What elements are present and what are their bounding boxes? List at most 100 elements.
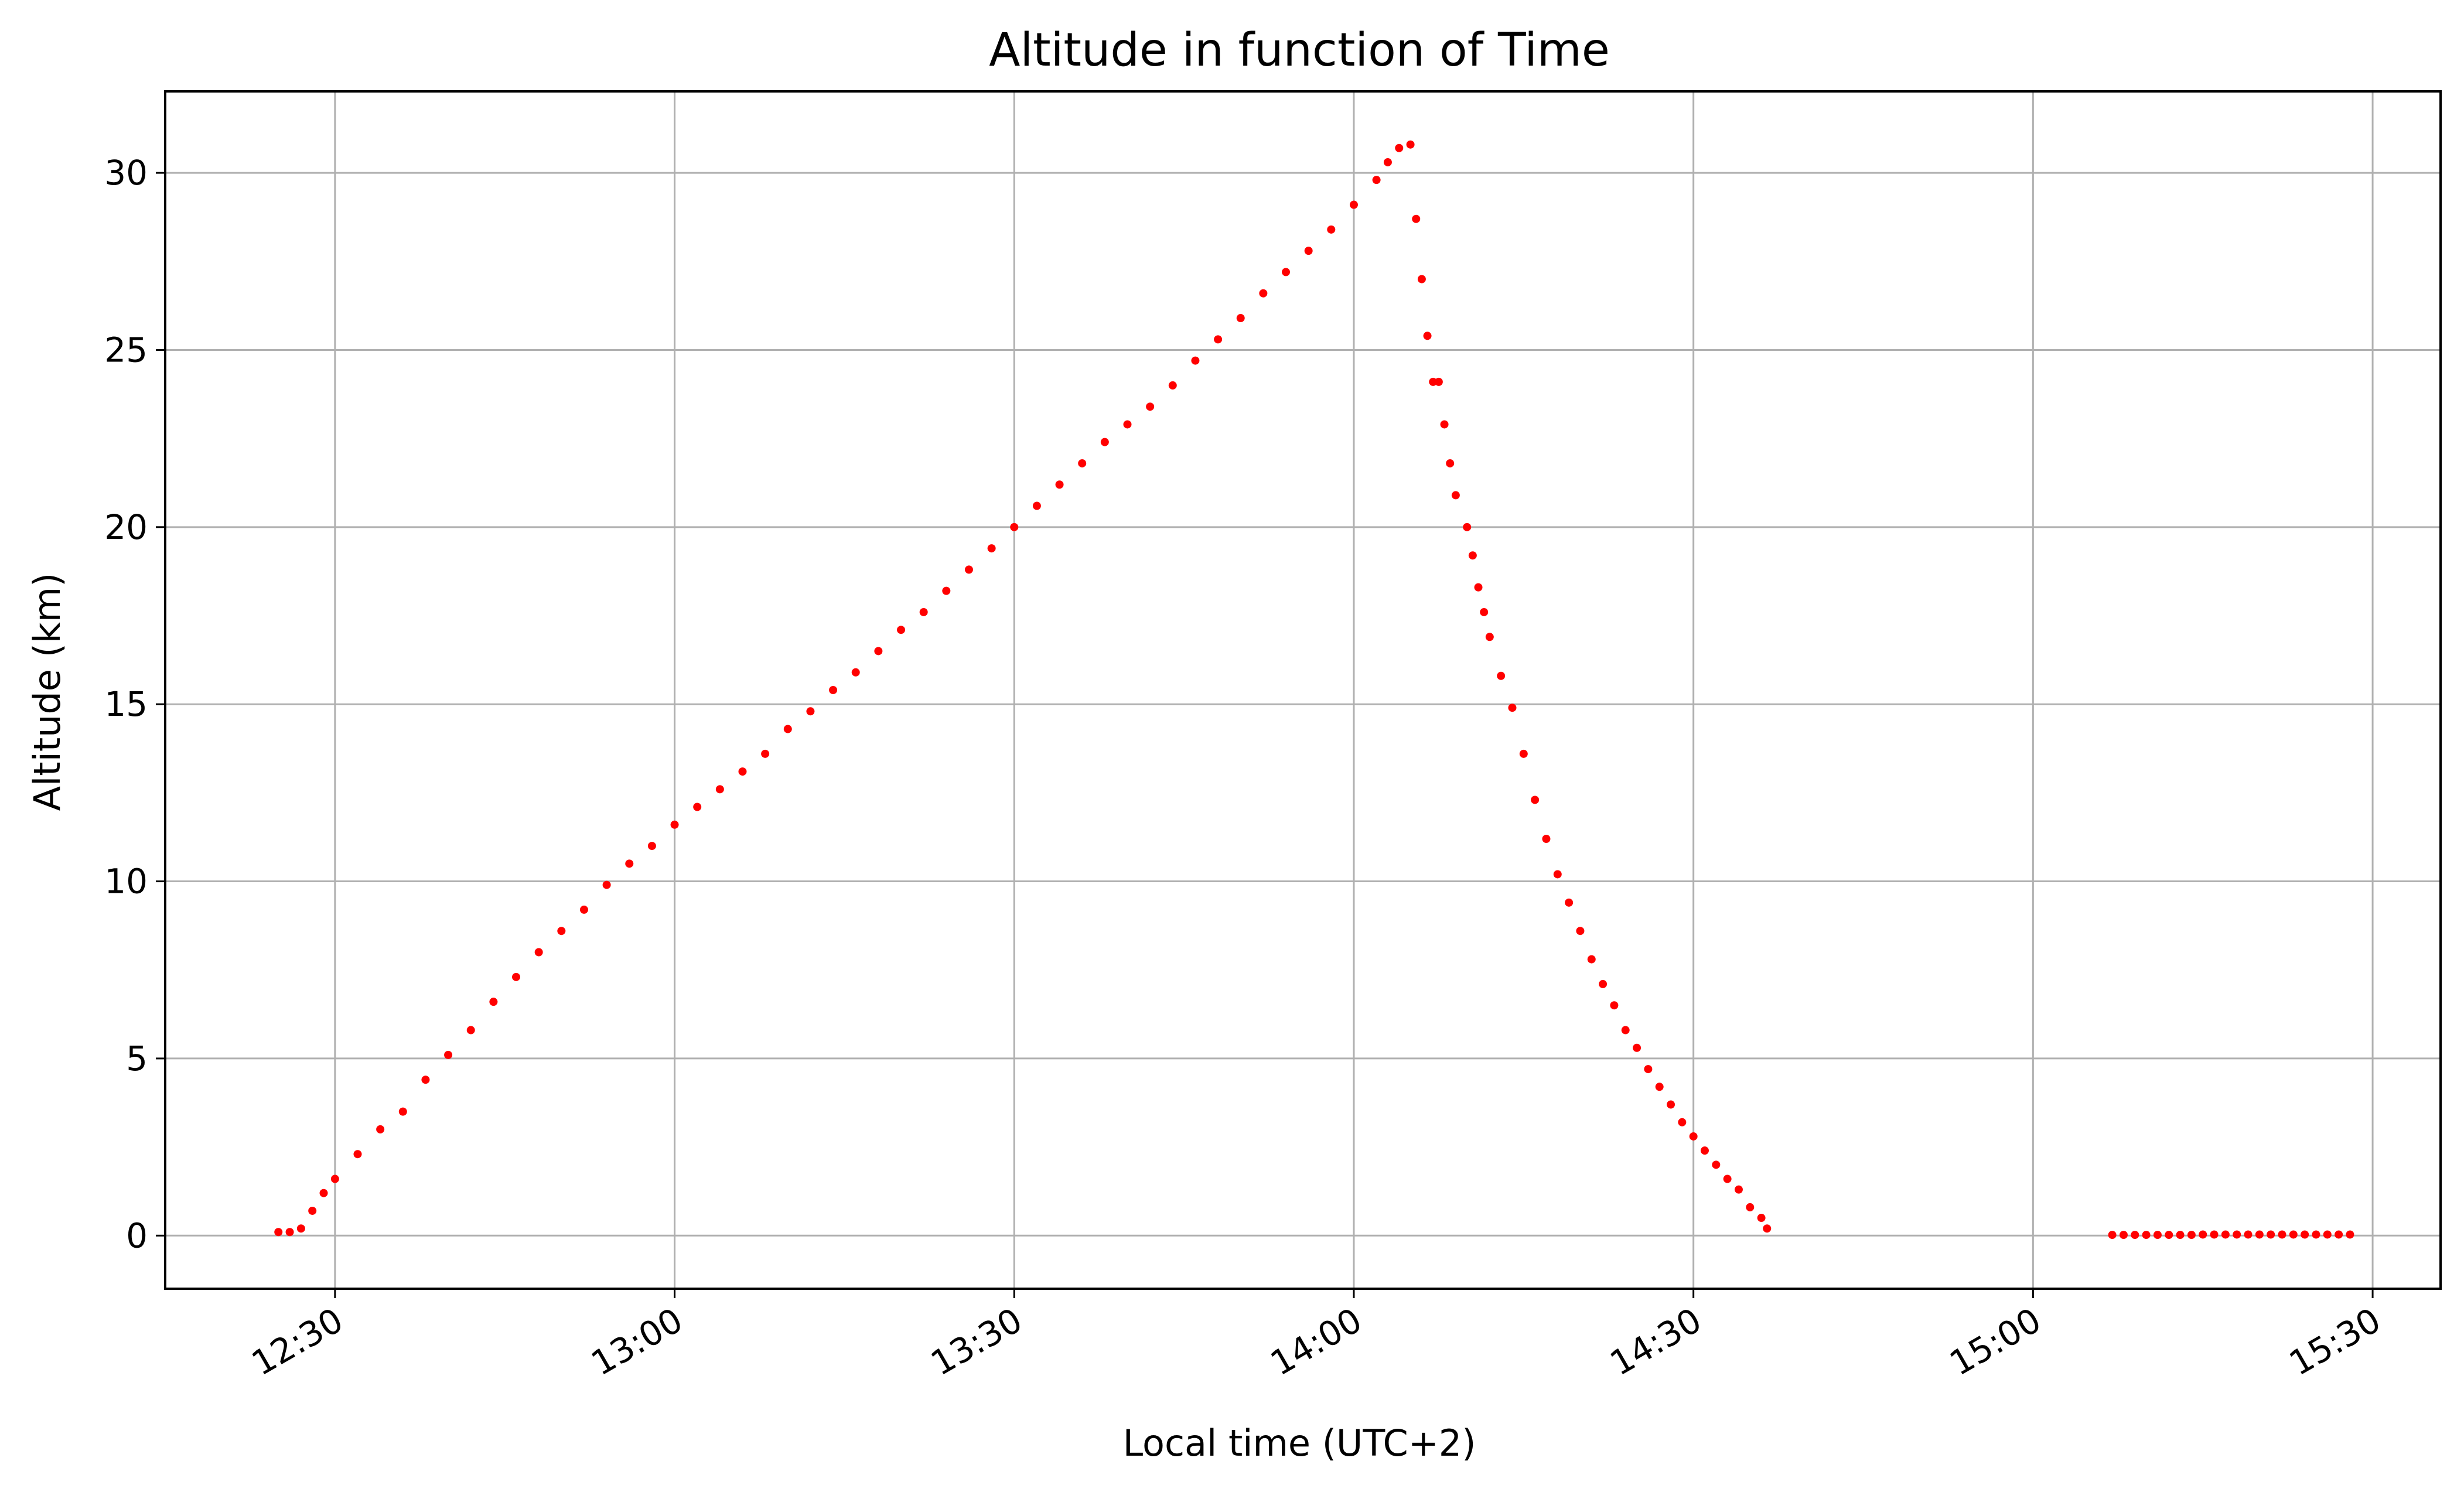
data-point [421,1076,430,1084]
data-point [1440,420,1449,429]
data-point [2323,1230,2332,1239]
data-point [2267,1230,2275,1239]
data-point [353,1150,362,1159]
chart-title: Altitude in function of Time [989,24,1610,77]
data-point [942,586,951,595]
data-point [738,767,747,776]
data-point [1468,551,1477,560]
data-point [1055,480,1064,489]
data-point [2187,1231,2196,1240]
data-point [874,647,883,655]
data-point [851,668,860,677]
data-point [1644,1065,1653,1074]
grid [165,91,2441,1289]
data-point [1576,927,1585,936]
data-point [2346,1230,2354,1239]
data-point [1734,1185,1743,1194]
data-point [964,565,973,574]
data-point [1746,1203,1755,1211]
data-point [647,842,656,851]
data-point [715,785,724,794]
data-point [1078,459,1087,467]
data-points [274,140,2354,1240]
data-point [1032,501,1041,510]
data-point [1553,870,1562,879]
data-point [1100,438,1109,446]
y-tick-label: 0 [126,1216,148,1255]
data-point [2233,1230,2241,1239]
data-point [308,1206,317,1215]
data-point [1508,704,1517,712]
y-tick-label: 20 [104,507,148,547]
data-point [1395,144,1404,152]
data-point [1485,633,1494,641]
y-tick-label: 15 [104,684,148,724]
data-point [1412,214,1421,223]
data-point [1712,1160,1721,1169]
data-point [1423,332,1432,340]
data-point [1621,1026,1630,1035]
data-point [2221,1230,2230,1239]
data-point [1542,834,1551,843]
data-point [1383,158,1392,166]
data-point [1327,225,1336,234]
data-point [2301,1230,2309,1239]
data-point [444,1050,453,1059]
data-point [557,927,566,936]
data-point [1123,420,1132,429]
data-point [1678,1118,1687,1126]
data-point [1349,200,1358,209]
data-point [1451,491,1460,500]
data-point [2244,1230,2253,1239]
data-point [1723,1175,1732,1183]
y-tick-label: 5 [126,1039,148,1078]
data-point [1168,381,1177,390]
data-point [1010,523,1019,531]
data-point [1667,1100,1675,1109]
data-point [2255,1230,2264,1239]
x-axis-label: Local time (UTC+2) [1123,1422,1476,1464]
data-point [1700,1146,1709,1155]
data-point [2312,1230,2320,1239]
data-point [919,607,928,616]
data-point [2278,1230,2286,1239]
data-point [2176,1231,2185,1240]
data-point [625,859,634,868]
data-point [693,803,702,811]
data-point [2119,1231,2128,1240]
data-point [1610,1001,1619,1010]
data-point [1480,607,1489,616]
y-tick-label: 10 [104,862,148,902]
data-point [274,1228,283,1237]
data-point [489,998,498,1006]
data-point [829,686,838,694]
data-point [1304,247,1313,255]
y-tick-label: 25 [104,330,148,370]
data-point [2131,1231,2139,1240]
data-point [1655,1083,1664,1091]
data-point [1434,377,1443,386]
data-point [534,948,543,957]
data-point [1587,955,1596,964]
data-point [466,1026,475,1035]
data-point [1146,402,1155,411]
data-point [2210,1230,2219,1239]
data-point [2153,1231,2162,1240]
data-point [1417,275,1426,284]
data-point [1429,377,1438,386]
data-point [1763,1224,1772,1233]
data-point [1519,749,1528,758]
data-point [1259,289,1268,298]
data-point [579,905,588,914]
data-point [1565,898,1574,907]
data-point [296,1224,305,1233]
data-point [1599,979,1608,988]
data-point [1463,523,1472,531]
data-point [1474,583,1483,592]
data-point [670,820,679,829]
data-point [1191,356,1200,365]
plot-frame [164,90,2442,1290]
data-point [897,626,906,634]
